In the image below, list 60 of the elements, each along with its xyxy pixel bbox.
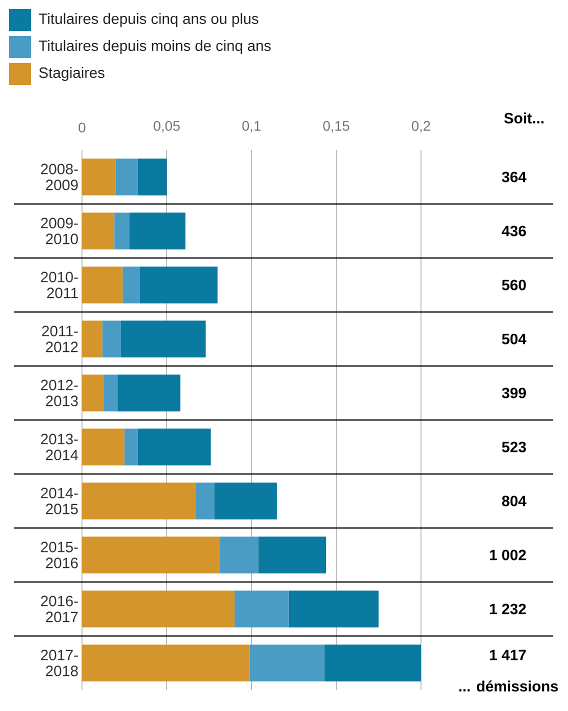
bar — [120, 320, 206, 358]
x-tick-label: 0,05 — [154, 120, 180, 132]
x-tick-label: 0 — [78, 122, 86, 132]
bar — [234, 590, 289, 628]
bar — [118, 374, 180, 412]
bar — [288, 590, 379, 628]
bar — [196, 482, 214, 520]
bar — [82, 644, 250, 682]
y-tick-label: 2016-2017 — [41, 596, 78, 622]
text: 1 417 — [490, 650, 526, 660]
bar — [122, 266, 140, 304]
x-tick-label: 0,2 — [412, 120, 430, 132]
bar — [82, 536, 220, 574]
legend-label: Stagiaires — [39, 67, 104, 81]
bar — [104, 374, 118, 412]
bar — [82, 212, 114, 250]
text: 504 — [502, 334, 526, 344]
bar — [129, 212, 186, 250]
text: Soit... — [504, 112, 544, 124]
text: 399 — [502, 388, 526, 398]
y-tick-label: 2009-2010 — [41, 218, 78, 244]
bar — [258, 536, 326, 574]
bar — [82, 158, 116, 196]
bar — [140, 266, 218, 304]
bar — [214, 482, 277, 520]
bar — [82, 320, 102, 358]
y-tick-label: 2011-2012 — [42, 326, 78, 352]
y-tick-label: 2014-2015 — [41, 488, 78, 514]
y-tick-label: 2008-2009 — [41, 164, 78, 190]
text: 1 002 — [490, 550, 526, 560]
text: ... démissions — [459, 680, 558, 692]
x-tick-label: 0,15 — [323, 120, 350, 132]
bar — [82, 374, 104, 412]
bar — [124, 428, 138, 466]
bar — [250, 644, 324, 682]
text: 436 — [502, 226, 526, 236]
text: 804 — [502, 496, 526, 506]
bar — [116, 158, 138, 196]
y-tick-label: 2012-2013 — [41, 380, 78, 406]
text: 560 — [502, 280, 526, 290]
text: 523 — [502, 442, 526, 452]
bar — [82, 428, 124, 466]
text: 364 — [502, 172, 526, 182]
legend-label: Titulaires depuis moins de cinq ans — [38, 40, 271, 54]
bar — [82, 266, 123, 304]
bar — [138, 158, 167, 196]
bar — [219, 536, 258, 574]
bar — [82, 590, 235, 628]
x-tick-label: 0,1 — [242, 120, 261, 132]
bar — [138, 428, 211, 466]
legend-label: Titulaires depuis cinq ans ou plus — [38, 13, 258, 27]
text: 1 232 — [490, 604, 526, 614]
y-tick-label: 2013-2014 — [41, 434, 78, 460]
bar — [114, 212, 130, 250]
y-tick-label: 2015-2016 — [41, 542, 78, 568]
bar — [324, 644, 421, 682]
y-tick-label: 2017-2018 — [41, 650, 78, 676]
bar — [102, 320, 121, 358]
y-tick-label: 2010-2011 — [41, 272, 78, 298]
bar — [82, 482, 196, 520]
